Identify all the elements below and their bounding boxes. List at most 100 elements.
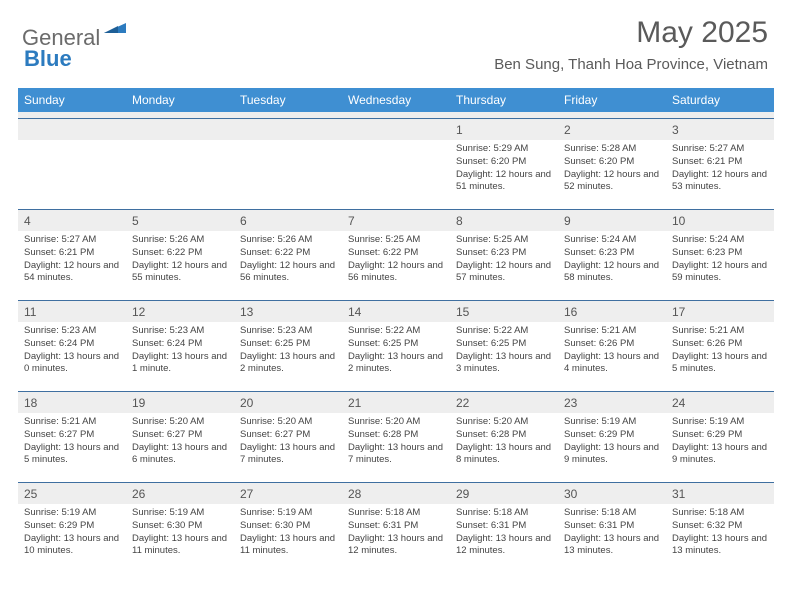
sunrise-line: Sunrise: 5:22 AM: [456, 325, 552, 338]
sunrise-line: Sunrise: 5:18 AM: [456, 507, 552, 520]
sunrise-line: Sunrise: 5:21 AM: [24, 416, 120, 429]
calendar-table: Sunday Monday Tuesday Wednesday Thursday…: [18, 88, 774, 573]
sunrise-line: Sunrise: 5:21 AM: [672, 325, 768, 338]
week-daynum-row: 25262728293031: [18, 483, 774, 505]
day-details: Sunrise: 5:23 AMSunset: 6:24 PMDaylight:…: [126, 322, 234, 392]
daylight-line: Daylight: 13 hours and 4 minutes.: [564, 351, 660, 377]
daylight-line: Daylight: 13 hours and 12 minutes.: [348, 533, 444, 559]
daylight-line: Daylight: 13 hours and 13 minutes.: [564, 533, 660, 559]
sunrise-line: Sunrise: 5:20 AM: [240, 416, 336, 429]
day-details: Sunrise: 5:29 AMSunset: 6:20 PMDaylight:…: [450, 140, 558, 210]
daylight-line: Daylight: 13 hours and 3 minutes.: [456, 351, 552, 377]
sunrise-line: Sunrise: 5:28 AM: [564, 143, 660, 156]
sunrise-line: Sunrise: 5:19 AM: [564, 416, 660, 429]
sunrise-line: Sunrise: 5:27 AM: [672, 143, 768, 156]
dow-wed: Wednesday: [342, 88, 450, 112]
sunset-line: Sunset: 6:24 PM: [132, 338, 228, 351]
daylight-line: Daylight: 13 hours and 10 minutes.: [24, 533, 120, 559]
sunset-line: Sunset: 6:24 PM: [24, 338, 120, 351]
week-daynum-row: 123: [18, 119, 774, 141]
day-details: Sunrise: 5:21 AMSunset: 6:26 PMDaylight:…: [558, 322, 666, 392]
dow-tue: Tuesday: [234, 88, 342, 112]
daylight-line: Daylight: 13 hours and 13 minutes.: [672, 533, 768, 559]
day-number: 6: [234, 210, 342, 232]
week-daynum-row: 11121314151617: [18, 301, 774, 323]
sunrise-line: Sunrise: 5:25 AM: [456, 234, 552, 247]
sunset-line: Sunset: 6:28 PM: [456, 429, 552, 442]
daylight-line: Daylight: 13 hours and 0 minutes.: [24, 351, 120, 377]
day-number: 12: [126, 301, 234, 323]
dow-sun: Sunday: [18, 88, 126, 112]
sunrise-line: Sunrise: 5:18 AM: [564, 507, 660, 520]
sunset-line: Sunset: 6:31 PM: [348, 520, 444, 533]
day-details: Sunrise: 5:18 AMSunset: 6:31 PMDaylight:…: [342, 504, 450, 573]
day-details: Sunrise: 5:24 AMSunset: 6:23 PMDaylight:…: [558, 231, 666, 301]
sunset-line: Sunset: 6:30 PM: [132, 520, 228, 533]
daylight-line: Daylight: 13 hours and 12 minutes.: [456, 533, 552, 559]
sunrise-line: Sunrise: 5:20 AM: [348, 416, 444, 429]
sunset-line: Sunset: 6:25 PM: [456, 338, 552, 351]
day-number: 17: [666, 301, 774, 323]
week-daynum-row: 45678910: [18, 210, 774, 232]
sunset-line: Sunset: 6:23 PM: [564, 247, 660, 260]
sunset-line: Sunset: 6:23 PM: [456, 247, 552, 260]
day-number: 14: [342, 301, 450, 323]
day-details: Sunrise: 5:18 AMSunset: 6:32 PMDaylight:…: [666, 504, 774, 573]
sunrise-line: Sunrise: 5:24 AM: [672, 234, 768, 247]
day-number: 22: [450, 392, 558, 414]
sunset-line: Sunset: 6:29 PM: [564, 429, 660, 442]
daylight-line: Daylight: 13 hours and 5 minutes.: [672, 351, 768, 377]
sunset-line: Sunset: 6:29 PM: [24, 520, 120, 533]
day-empty: [126, 119, 234, 141]
daylight-line: Daylight: 12 hours and 56 minutes.: [348, 260, 444, 286]
day-empty: [18, 119, 126, 141]
sunrise-line: Sunrise: 5:20 AM: [456, 416, 552, 429]
sunrise-line: Sunrise: 5:19 AM: [240, 507, 336, 520]
day-number: 15: [450, 301, 558, 323]
day-empty: [342, 119, 450, 141]
daylight-line: Daylight: 13 hours and 6 minutes.: [132, 442, 228, 468]
sunset-line: Sunset: 6:32 PM: [672, 520, 768, 533]
title-block: May 2025 Ben Sung, Thanh Hoa Province, V…: [494, 16, 768, 73]
daylight-line: Daylight: 12 hours and 59 minutes.: [672, 260, 768, 286]
sunrise-line: Sunrise: 5:25 AM: [348, 234, 444, 247]
day-number: 16: [558, 301, 666, 323]
day-empty: [126, 140, 234, 210]
day-number: 8: [450, 210, 558, 232]
day-details: Sunrise: 5:23 AMSunset: 6:25 PMDaylight:…: [234, 322, 342, 392]
daylight-line: Daylight: 12 hours and 58 minutes.: [564, 260, 660, 286]
brand-logo: General Blue: [22, 20, 126, 55]
daylight-line: Daylight: 13 hours and 9 minutes.: [564, 442, 660, 468]
day-number: 18: [18, 392, 126, 414]
day-empty: [18, 140, 126, 210]
day-details: Sunrise: 5:21 AMSunset: 6:26 PMDaylight:…: [666, 322, 774, 392]
day-empty: [234, 140, 342, 210]
day-details: Sunrise: 5:25 AMSunset: 6:22 PMDaylight:…: [342, 231, 450, 301]
day-details: Sunrise: 5:18 AMSunset: 6:31 PMDaylight:…: [558, 504, 666, 573]
daylight-line: Daylight: 12 hours and 54 minutes.: [24, 260, 120, 286]
sunrise-line: Sunrise: 5:23 AM: [240, 325, 336, 338]
day-details: Sunrise: 5:27 AMSunset: 6:21 PMDaylight:…: [18, 231, 126, 301]
day-details: Sunrise: 5:20 AMSunset: 6:28 PMDaylight:…: [342, 413, 450, 483]
day-number: 20: [234, 392, 342, 414]
day-number: 3: [666, 119, 774, 141]
day-number: 24: [666, 392, 774, 414]
week-detail-row: Sunrise: 5:23 AMSunset: 6:24 PMDaylight:…: [18, 322, 774, 392]
daylight-line: Daylight: 13 hours and 7 minutes.: [348, 442, 444, 468]
day-number: 7: [342, 210, 450, 232]
dow-row: Sunday Monday Tuesday Wednesday Thursday…: [18, 88, 774, 112]
sunset-line: Sunset: 6:22 PM: [132, 247, 228, 260]
day-number: 25: [18, 483, 126, 505]
day-number: 2: [558, 119, 666, 141]
day-number: 13: [234, 301, 342, 323]
daylight-line: Daylight: 13 hours and 7 minutes.: [240, 442, 336, 468]
sunrise-line: Sunrise: 5:27 AM: [24, 234, 120, 247]
sunset-line: Sunset: 6:28 PM: [348, 429, 444, 442]
week-detail-row: Sunrise: 5:27 AMSunset: 6:21 PMDaylight:…: [18, 231, 774, 301]
calendar-page: General Blue May 2025 Ben Sung, Thanh Ho…: [0, 0, 792, 612]
daylight-line: Daylight: 12 hours and 51 minutes.: [456, 169, 552, 195]
sunset-line: Sunset: 6:27 PM: [240, 429, 336, 442]
location-text: Ben Sung, Thanh Hoa Province, Vietnam: [494, 56, 768, 73]
day-number: 23: [558, 392, 666, 414]
week-daynum-row: 18192021222324: [18, 392, 774, 414]
